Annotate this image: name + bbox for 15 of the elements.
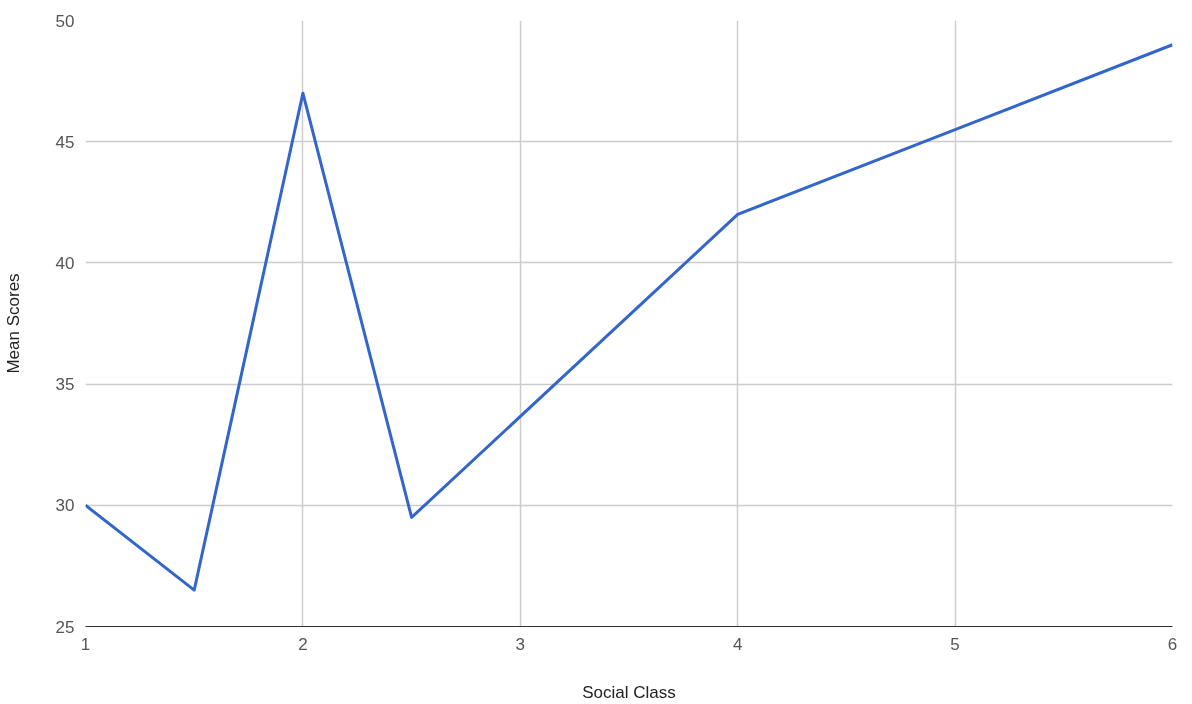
x-tick-label: 5 (950, 634, 960, 654)
line-series (85, 43, 1173, 592)
y-tick-label: 50 (55, 11, 75, 31)
y-axis-title: Mean Scores (3, 273, 23, 374)
y-tick-label: 40 (55, 253, 75, 273)
y-tick-label: 30 (55, 496, 75, 516)
y-tick-label: 25 (55, 617, 75, 637)
x-axis-title: Social Class (582, 682, 676, 702)
x-tick-label: 2 (298, 634, 308, 654)
y-tick-label: 35 (55, 375, 75, 395)
y-tick-label: 45 (55, 132, 75, 152)
x-tick-label: 6 (1167, 634, 1178, 654)
x-tick-label: 4 (732, 634, 743, 654)
x-tick-label: 1 (80, 634, 91, 654)
x-tick-label: 3 (515, 634, 526, 654)
